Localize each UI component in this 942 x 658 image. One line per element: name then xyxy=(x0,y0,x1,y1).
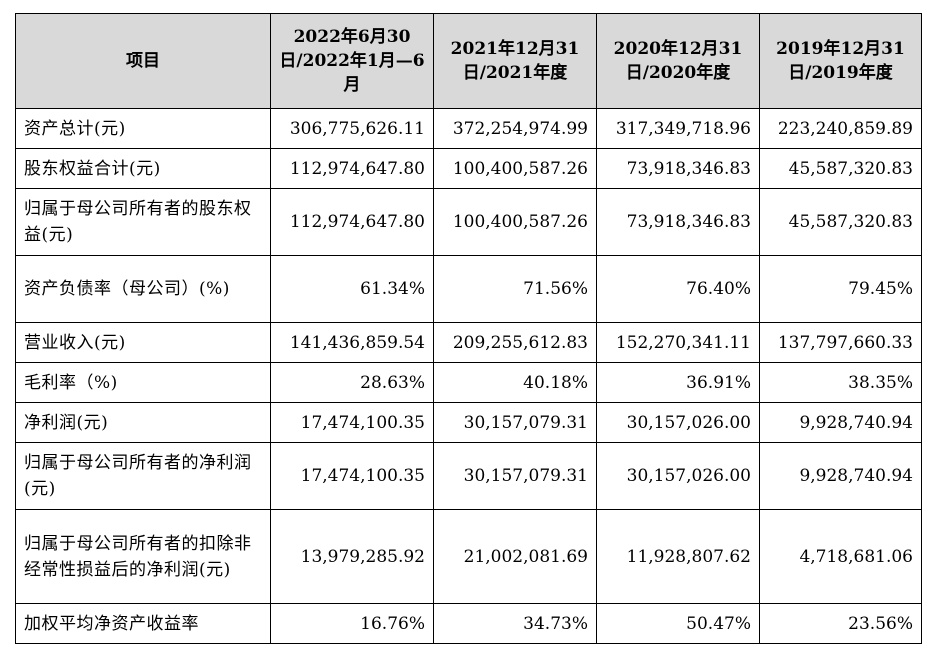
table-row: 资产负债率（母公司）(%) 61.34% 71.56% 76.40% 79.45… xyxy=(15,255,922,323)
table-row: 资产总计(元) 306,775,626.11 372,254,974.99 31… xyxy=(15,108,922,149)
row-label: 归属于母公司所有者的扣除非经常性损益后的净利润(元) xyxy=(15,509,271,604)
table-row: 毛利率（%) 28.63% 40.18% 36.91% 38.35% xyxy=(15,362,922,403)
cell-value: 30,157,079.31 xyxy=(433,442,597,510)
table-row: 加权平均净资产收益率 16.76% 34.73% 50.47% 23.56% xyxy=(15,603,922,644)
cell-value: 112,974,647.80 xyxy=(270,188,434,256)
cell-value: 34.73% xyxy=(433,603,597,644)
cell-value: 9,928,740.94 xyxy=(759,402,922,443)
cell-value: 317,349,718.96 xyxy=(596,108,760,149)
cell-value: 17,474,100.35 xyxy=(270,402,434,443)
cell-value: 30,157,026.00 xyxy=(596,442,760,510)
table-row: 营业收入(元) 141,436,859.54 209,255,612.83 15… xyxy=(15,322,922,363)
cell-value: 50.47% xyxy=(596,603,760,644)
table-row: 归属于母公司所有者的股东权益(元) 112,974,647.80 100,400… xyxy=(15,188,922,256)
cell-value: 17,474,100.35 xyxy=(270,442,434,510)
row-label: 毛利率（%) xyxy=(15,362,271,403)
cell-value: 36.91% xyxy=(596,362,760,403)
header-2021: 2021年12月31日/2021年度 xyxy=(433,13,597,109)
cell-value: 23.56% xyxy=(759,603,922,644)
cell-value: 141,436,859.54 xyxy=(270,322,434,363)
row-label: 股东权益合计(元) xyxy=(15,148,271,189)
cell-value: 372,254,974.99 xyxy=(433,108,597,149)
table-row: 归属于母公司所有者的净利润(元) 17,474,100.35 30,157,07… xyxy=(15,442,922,510)
cell-value: 11,928,807.62 xyxy=(596,509,760,604)
row-label: 归属于母公司所有者的净利润(元) xyxy=(15,442,271,510)
cell-value: 4,718,681.06 xyxy=(759,509,922,604)
cell-value: 61.34% xyxy=(270,255,434,323)
cell-value: 30,157,079.31 xyxy=(433,402,597,443)
header-2019: 2019年12月31日/2019年度 xyxy=(759,13,922,109)
cell-value: 209,255,612.83 xyxy=(433,322,597,363)
cell-value: 73,918,346.83 xyxy=(596,188,760,256)
cell-value: 223,240,859.89 xyxy=(759,108,922,149)
table-row: 股东权益合计(元) 112,974,647.80 100,400,587.26 … xyxy=(15,148,922,189)
financial-summary-table: 项目 2022年6月30日/2022年1月—6月 2021年12月31日/202… xyxy=(15,13,922,644)
cell-value: 73,918,346.83 xyxy=(596,148,760,189)
row-label: 资产负债率（母公司）(%) xyxy=(15,255,271,323)
header-item: 项目 xyxy=(15,13,271,109)
cell-value: 30,157,026.00 xyxy=(596,402,760,443)
cell-value: 112,974,647.80 xyxy=(270,148,434,189)
row-label: 加权平均净资产收益率 xyxy=(15,603,271,644)
cell-value: 21,002,081.69 xyxy=(433,509,597,604)
cell-value: 71.56% xyxy=(433,255,597,323)
cell-value: 9,928,740.94 xyxy=(759,442,922,510)
cell-value: 28.63% xyxy=(270,362,434,403)
cell-value: 152,270,341.11 xyxy=(596,322,760,363)
cell-value: 38.35% xyxy=(759,362,922,403)
row-label: 归属于母公司所有者的股东权益(元) xyxy=(15,188,271,256)
cell-value: 306,775,626.11 xyxy=(270,108,434,149)
header-2020: 2020年12月31日/2020年度 xyxy=(596,13,760,109)
row-label: 营业收入(元) xyxy=(15,322,271,363)
header-row: 项目 2022年6月30日/2022年1月—6月 2021年12月31日/202… xyxy=(15,13,922,109)
cell-value: 100,400,587.26 xyxy=(433,148,597,189)
header-2022h1: 2022年6月30日/2022年1月—6月 xyxy=(270,13,434,109)
cell-value: 100,400,587.26 xyxy=(433,188,597,256)
table-row: 净利润(元) 17,474,100.35 30,157,079.31 30,15… xyxy=(15,402,922,443)
cell-value: 45,587,320.83 xyxy=(759,148,922,189)
table-row: 归属于母公司所有者的扣除非经常性损益后的净利润(元) 13,979,285.92… xyxy=(15,509,922,604)
row-label: 资产总计(元) xyxy=(15,108,271,149)
cell-value: 79.45% xyxy=(759,255,922,323)
cell-value: 40.18% xyxy=(433,362,597,403)
row-label: 净利润(元) xyxy=(15,402,271,443)
cell-value: 137,797,660.33 xyxy=(759,322,922,363)
cell-value: 16.76% xyxy=(270,603,434,644)
cell-value: 76.40% xyxy=(596,255,760,323)
cell-value: 13,979,285.92 xyxy=(270,509,434,604)
cell-value: 45,587,320.83 xyxy=(759,188,922,256)
